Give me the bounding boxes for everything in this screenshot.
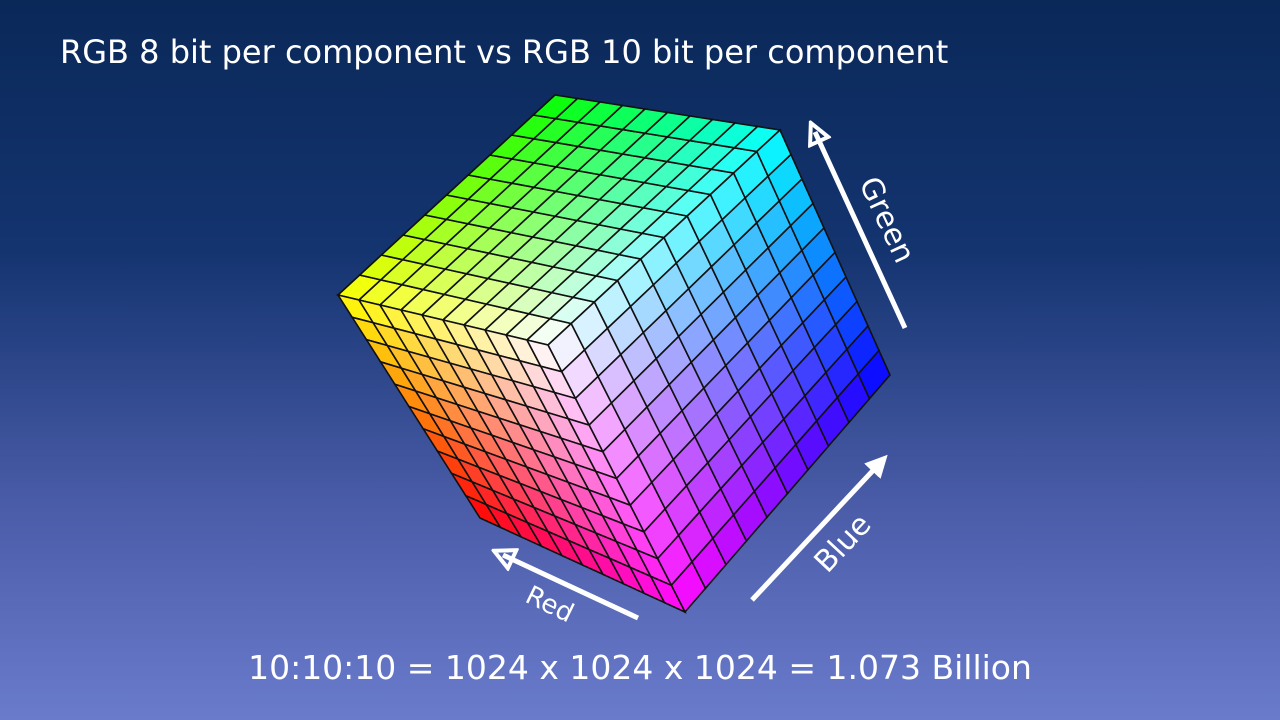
blue-label: Blue bbox=[808, 507, 879, 579]
green-label: Green bbox=[852, 171, 922, 268]
caption: 10:10:10 = 1024 x 1024 x 1024 = 1.073 Bi… bbox=[248, 648, 1032, 687]
red-arrow bbox=[503, 555, 640, 621]
title: RGB 8 bit per component vs RGB 10 bit pe… bbox=[60, 33, 948, 71]
green-arrow bbox=[815, 132, 908, 330]
cube-cell bbox=[857, 349, 891, 401]
blue-arrow bbox=[750, 454, 888, 602]
rgb-cube bbox=[336, 94, 891, 614]
cube-cell bbox=[648, 574, 687, 614]
